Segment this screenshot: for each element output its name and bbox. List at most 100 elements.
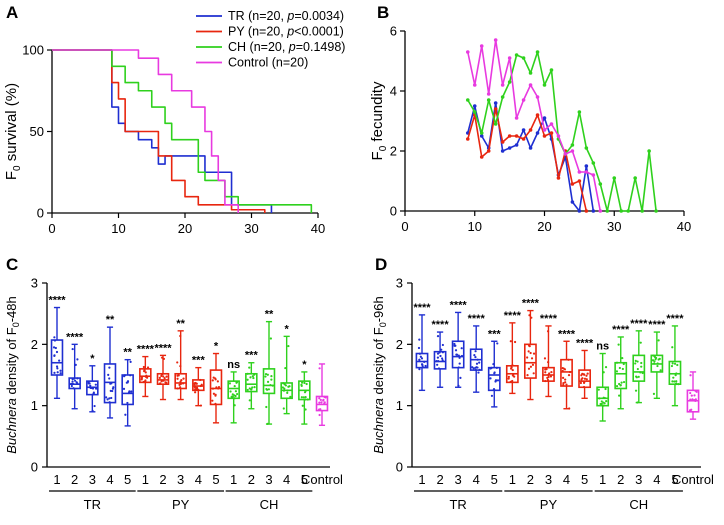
data-point <box>323 401 326 404</box>
x-category-label: 2 <box>159 472 166 487</box>
data-point <box>561 366 564 370</box>
data-point <box>690 408 693 411</box>
data-point <box>495 366 498 369</box>
y-axis-title: F0 survival (%) <box>3 83 23 180</box>
y-axis-title-italic: Buchnera <box>371 398 386 454</box>
data-point-py <box>528 128 533 132</box>
data-point <box>550 370 553 374</box>
x-tick-label: 40 <box>311 221 325 236</box>
legend-entry-tr: TR (n=20, p=0.0034) <box>228 9 344 23</box>
group-label-py: PY <box>540 497 558 512</box>
data-point <box>246 378 249 381</box>
y-tick-label: 6 <box>390 24 397 39</box>
box-body <box>560 358 573 387</box>
data-point <box>691 398 694 401</box>
data-point <box>526 356 529 359</box>
data-point <box>108 401 111 404</box>
data-point <box>526 374 529 377</box>
data-point-ch <box>654 209 658 213</box>
data-point <box>318 397 321 400</box>
data-point <box>615 361 619 364</box>
data-point <box>455 353 459 356</box>
data-point-ch <box>647 149 651 153</box>
data-point <box>640 365 643 368</box>
data-point <box>93 404 96 408</box>
data-point <box>513 375 516 378</box>
data-point <box>528 314 531 317</box>
data-point <box>179 364 182 368</box>
data-point-control <box>563 152 568 156</box>
data-point-control <box>570 149 575 153</box>
data-point <box>163 376 166 380</box>
data-point <box>126 401 129 405</box>
data-point <box>579 381 583 385</box>
data-point <box>659 369 662 372</box>
y-axis-title-part: density of F <box>4 327 19 398</box>
data-point <box>653 355 656 358</box>
data-point <box>460 347 463 350</box>
data-point <box>158 376 161 379</box>
significance-label: *** <box>245 350 259 362</box>
data-point-ch <box>633 176 637 180</box>
data-point <box>284 366 287 370</box>
data-point <box>568 370 572 374</box>
y-axis-title-sub: 0 <box>12 165 23 171</box>
data-point <box>509 340 512 343</box>
data-point <box>605 400 608 403</box>
data-point <box>512 373 515 376</box>
significance-label: **** <box>540 313 558 325</box>
data-point <box>496 342 499 345</box>
x-category-label: 2 <box>71 472 78 487</box>
data-point <box>580 374 583 377</box>
data-point <box>674 383 677 386</box>
data-point <box>652 362 656 365</box>
data-point <box>58 359 61 362</box>
data-point <box>546 330 550 333</box>
data-point <box>494 380 497 383</box>
data-point-control <box>500 83 505 87</box>
data-point <box>585 378 588 381</box>
legend-text-p: p <box>288 40 296 54</box>
x-category-label: 3 <box>635 472 642 487</box>
data-point <box>182 377 185 380</box>
y-axis-title: Buchnera density of F0-96h <box>371 296 388 454</box>
data-point <box>435 360 438 363</box>
data-point <box>562 381 565 385</box>
data-point <box>438 351 441 354</box>
y-tick-label: 2 <box>396 337 403 352</box>
box-tr-4 <box>469 325 483 393</box>
y-tick-label: 3 <box>396 276 403 291</box>
data-point-control <box>598 209 603 213</box>
data-point <box>228 382 231 385</box>
box-ch-1 <box>227 371 240 424</box>
data-point <box>695 390 698 393</box>
x-category-label: 5 <box>301 472 308 487</box>
series-line-ch <box>52 49 313 213</box>
box-ch-2 <box>614 336 628 410</box>
series-line-py <box>467 108 588 212</box>
significance-label: **** <box>630 318 648 330</box>
data-point <box>622 380 626 384</box>
data-point <box>306 398 309 401</box>
data-point <box>160 356 164 359</box>
data-point <box>565 383 568 386</box>
data-point-ch <box>479 131 484 135</box>
data-point-ch <box>640 209 644 213</box>
data-point <box>53 354 56 357</box>
legend-text-part: Control (n=20) <box>228 56 308 70</box>
significance-label: **** <box>432 319 450 331</box>
y-axis-title-part: fecundity <box>369 81 386 146</box>
box-ch-5 <box>668 325 682 407</box>
data-point <box>476 366 479 369</box>
data-point <box>421 363 424 367</box>
legend-text-part: TR (n=20, <box>228 9 287 23</box>
data-point-tr <box>472 104 477 108</box>
significance-label: * <box>285 323 290 335</box>
significance-label: **** <box>504 310 522 322</box>
data-point <box>54 346 57 350</box>
data-point <box>177 374 180 377</box>
data-point <box>689 391 692 395</box>
x-category-label: 2 <box>617 472 624 487</box>
data-point <box>176 377 179 380</box>
data-point-control <box>479 44 484 48</box>
